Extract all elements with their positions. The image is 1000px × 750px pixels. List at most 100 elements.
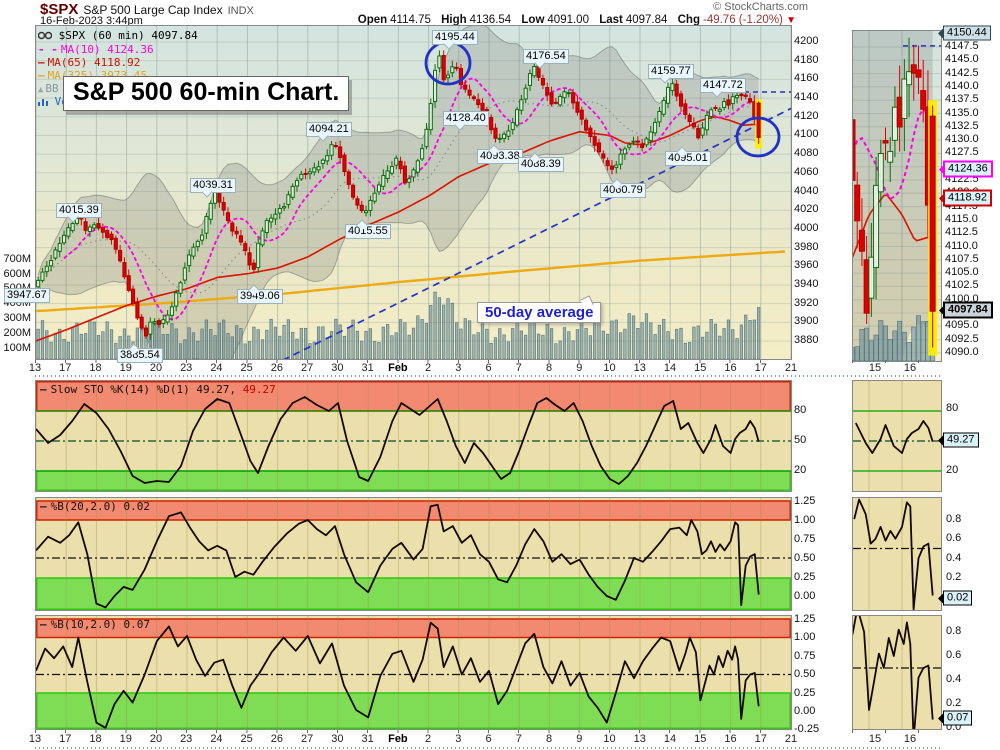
price-callout: 4159.77: [648, 64, 694, 79]
x-axis-label: 15: [694, 362, 707, 374]
price-axis-label: 3960: [794, 259, 819, 272]
price-callout: 4095.01: [665, 151, 711, 166]
x-axis-label: 16: [724, 362, 737, 374]
x-axis-label: 23: [180, 362, 193, 374]
low-value: 4091.00: [547, 14, 589, 26]
price-axis-label: 4120: [794, 109, 819, 122]
x-axis-ticks-bottom: [35, 730, 790, 733]
x-axis-label: 9: [576, 362, 583, 374]
indicator-axis-label: 0.00: [794, 705, 816, 717]
x-axis-ticks-mini: [852, 360, 940, 363]
price-axis-label: 4000: [794, 221, 819, 234]
last-value: 4097.84: [625, 14, 668, 26]
volume-bars-icon: [38, 99, 48, 106]
x-axis-label: 10: [603, 362, 616, 374]
price-axis-label: 4160: [794, 72, 819, 85]
pb20-legend: — %B(20,2.0) 0.02: [40, 500, 150, 513]
price-callout: 4060.79: [600, 183, 646, 198]
last-label: Last: [599, 14, 623, 26]
x-axis-label: 26: [270, 362, 284, 374]
volume-axis-label: 300M: [3, 312, 31, 324]
percent-b10-mini-panel: [851, 607, 942, 741]
mini-price-axis-label: 4115.0: [945, 212, 978, 225]
pb20-legend-text: %B(20,2.0) 0.02: [50, 500, 150, 513]
open-label: Open: [357, 14, 388, 26]
x-axis-label: 17: [754, 362, 767, 374]
x-axis-label: 6: [485, 362, 492, 374]
x-axis-label: 20: [149, 733, 163, 745]
x-axis-label: 9: [576, 733, 583, 745]
x-axis-label: 27: [301, 733, 314, 745]
mini-indicator-axis-label: 0.2: [946, 571, 962, 583]
mini-indicator-axis-label: 0.6: [946, 649, 962, 661]
mini-indicator-axis-label: 0.4: [946, 673, 962, 685]
pb10-legend-text: %B(10,2.0) 0.07: [50, 618, 150, 631]
x-axis-label: 18: [89, 733, 102, 745]
x-axis-dots-bottom: [35, 747, 940, 749]
datetime: 16-Feb-2023 3:44pm: [40, 15, 143, 27]
x-axis-label: 26: [270, 733, 284, 745]
mini-price-axis-label: 4147.5: [945, 40, 979, 52]
mini-price-axis-label: 4140.0: [945, 79, 979, 92]
x-axis-label: 30: [331, 733, 344, 745]
x-axis-label: 13: [633, 362, 646, 374]
mini-price-axis-label: 4127.5: [945, 146, 979, 159]
copyright: © StockCharts.com: [713, 1, 808, 13]
x-axis-label: 24: [210, 362, 223, 374]
x-axis-label: 24: [210, 733, 223, 745]
mini-price-axis-label: 4112.5: [945, 226, 978, 239]
mini-price-axis-label: 4135.0: [945, 106, 979, 119]
x-axis-label: 3: [455, 362, 462, 374]
x-axis-label: 6: [485, 733, 492, 745]
indicator-axis-label: 0.00: [794, 590, 816, 602]
indicator-axis-label: 0.25: [794, 571, 816, 583]
price-callout: 3947.67: [4, 288, 50, 303]
x-axis-label: 15: [694, 733, 707, 745]
x-axis-label: 20: [149, 362, 163, 374]
price-callout: 4195.44: [432, 30, 478, 45]
sto-legend-text: Slow STO %K(14) %D(1) 49.27,: [50, 383, 243, 396]
price-callout: 4147.72: [700, 78, 746, 93]
x-axis-ticks-bottom-mini: [852, 730, 940, 733]
mini-indicator-axis-label: 80: [946, 402, 959, 414]
legend-ma10-text: MA(10) 4124.36: [60, 43, 154, 56]
axis-tag: 4150.44: [943, 25, 991, 41]
indicator-axis-label: 0.50: [794, 552, 816, 564]
zoom-price-chart: [849, 0, 942, 609]
indicator-axis-label: 1.25: [794, 495, 816, 507]
x-axis-label: 23: [180, 733, 193, 745]
price-callout: 4015.55: [345, 224, 391, 239]
volume-axis-label: 600M: [3, 268, 31, 280]
axis-tag: 4097.84: [943, 301, 993, 319]
price-axis-label: 3900: [794, 315, 819, 328]
x-axis-label: 14: [663, 362, 677, 374]
x-axis-label: 17: [754, 733, 767, 745]
price-callout: 3949.06: [237, 289, 283, 304]
mini-indicator-axis-label: 0.6: [946, 532, 962, 544]
price-axis-label: 4060: [794, 165, 819, 178]
x-axis-label: 10: [603, 733, 616, 745]
legend-ma10-row: - - MA(10) 4124.36: [38, 43, 154, 56]
mini-price-axis-label: 4142.5: [945, 66, 979, 79]
x-axis-label: 13: [28, 733, 42, 745]
indicator-axis-label: 1.00: [794, 631, 816, 643]
sto-legend: — Slow STO %K(14) %D(1) 49.27, 49.27: [40, 383, 276, 396]
price-callout: 4094.21: [306, 122, 352, 137]
price-callout: 4088.39: [518, 157, 564, 172]
volume-axis-label: 700M: [3, 253, 31, 265]
x-axis-label: 30: [331, 362, 344, 374]
price-callout: 4039.31: [190, 178, 236, 193]
symbol-name: S&P 500 Large Cap Index: [83, 3, 223, 17]
mini-x-axis-label: 15: [868, 362, 882, 374]
percent-b10-panel: [35, 615, 792, 730]
mini-indicator-axis-label: 0.4: [946, 552, 962, 564]
mini-indicator-axis-label: 0.2: [946, 697, 962, 709]
x-axis-label: 17: [59, 733, 72, 745]
x-axis-label: 13: [633, 733, 646, 745]
mini-indicator-axis-label: 0.8: [946, 513, 962, 525]
chart-title-annotation: S&P 500 60-min Chart.: [63, 76, 350, 111]
high-value: 4136.54: [469, 14, 512, 26]
price-callout: 4015.39: [56, 203, 102, 218]
price-axis-label: 4040: [794, 184, 819, 197]
volume-axis-label: 200M: [3, 327, 31, 339]
